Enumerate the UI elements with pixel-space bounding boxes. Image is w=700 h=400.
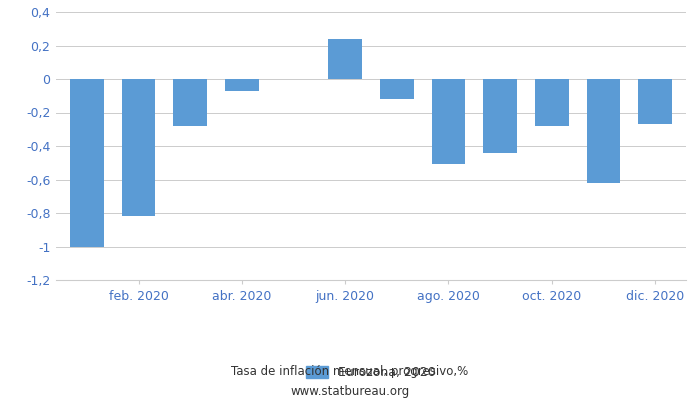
Bar	[174, 79, 207, 126]
Bar	[70, 79, 104, 246]
Text: Tasa de inflación mensual, progresivo,%: Tasa de inflación mensual, progresivo,%	[232, 366, 468, 378]
Legend: Eurozona, 2020: Eurozona, 2020	[301, 361, 441, 384]
Text: www.statbureau.org: www.statbureau.org	[290, 386, 410, 398]
Bar	[587, 79, 620, 183]
Bar	[225, 79, 259, 91]
Bar	[432, 79, 466, 164]
Bar	[122, 79, 155, 216]
Bar	[380, 79, 414, 99]
Bar	[535, 79, 568, 126]
Bar	[483, 79, 517, 153]
Bar	[638, 79, 672, 124]
Bar	[328, 39, 362, 79]
